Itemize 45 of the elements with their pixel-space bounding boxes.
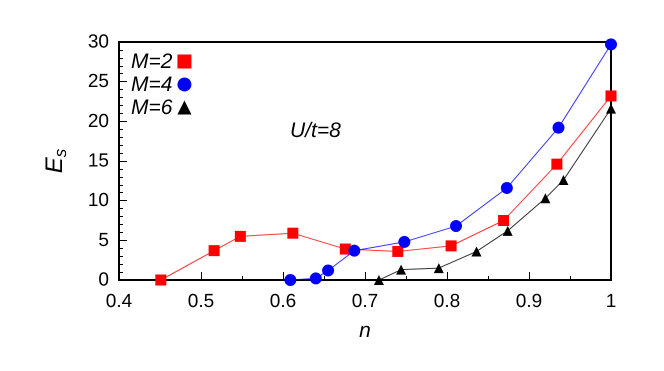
y-tick-label: 25 xyxy=(88,71,109,92)
y-tick-label: 20 xyxy=(88,110,109,132)
point xyxy=(398,236,410,248)
point xyxy=(472,246,482,256)
point xyxy=(450,220,462,232)
y-tick-label: 30 xyxy=(88,32,109,52)
point xyxy=(287,228,298,239)
point xyxy=(552,122,565,134)
point xyxy=(310,272,322,284)
legend-label: M=2 xyxy=(131,50,173,73)
point xyxy=(558,175,568,186)
point xyxy=(502,226,513,236)
x-tick-label: 0.8 xyxy=(434,291,460,312)
point xyxy=(374,275,384,285)
y-axis-title: Es xyxy=(41,148,70,174)
x-tick-label: 0.7 xyxy=(352,291,378,312)
point xyxy=(500,182,513,194)
point xyxy=(498,215,510,226)
annotation: U/t=8 xyxy=(290,119,342,142)
point xyxy=(551,158,562,170)
x-tick-label: 1 xyxy=(606,291,616,312)
point xyxy=(155,274,166,286)
point xyxy=(434,263,444,274)
x-tick-label: 0.6 xyxy=(270,291,296,312)
point xyxy=(348,244,360,257)
x-tick-label: 0.9 xyxy=(516,291,542,312)
point xyxy=(396,264,406,275)
x-axis-title: n xyxy=(359,319,371,342)
point xyxy=(540,193,550,204)
point xyxy=(605,38,617,50)
y-tick-label: 10 xyxy=(88,190,109,212)
legend-label: M=4 xyxy=(131,73,172,96)
x-tick-label: 0.5 xyxy=(188,291,214,312)
point xyxy=(284,274,296,286)
point xyxy=(234,230,246,242)
y-tick-label: 15 xyxy=(88,150,109,172)
point xyxy=(208,245,220,256)
point xyxy=(606,90,616,102)
y-tick-label: 5 xyxy=(98,230,109,251)
point xyxy=(392,246,404,257)
point xyxy=(446,240,457,252)
point xyxy=(322,264,334,276)
y-tick-label: 0 xyxy=(98,270,109,290)
legend-label: M=6 xyxy=(131,96,173,119)
x-tick-label: 0.4 xyxy=(106,291,133,312)
